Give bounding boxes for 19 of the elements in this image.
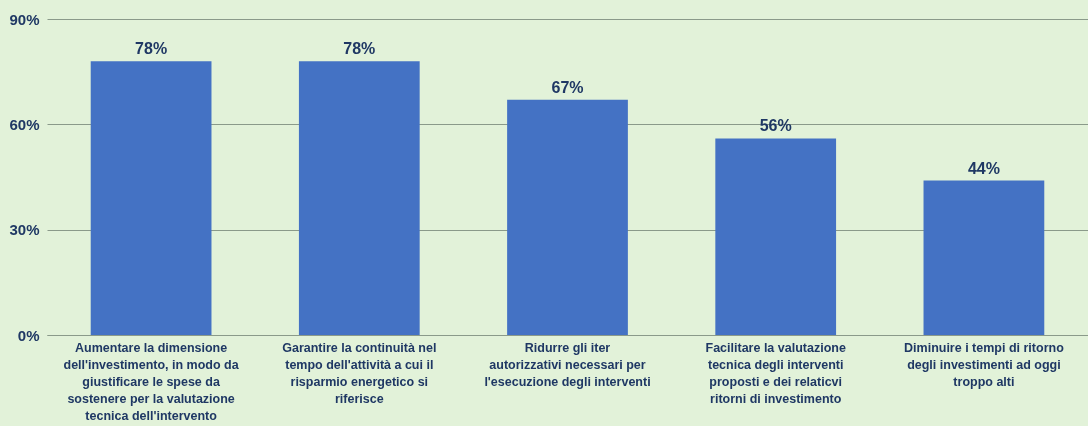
y-tick-label: 60% [9, 115, 40, 133]
y-tick-label: 0% [17, 326, 40, 344]
bar [715, 138, 837, 335]
bar [923, 180, 1045, 335]
x-tick-label: Garantire la continuità nel tempo dell'attività a cui il risparmio energetico si riferisce [282, 340, 437, 406]
y-tick-label: 90% [9, 10, 40, 28]
x-tick-label: Facilitare la valutazione tecnica degli interventi proposti e dei relaticvi ritorni di investimento [705, 340, 846, 406]
x-tick-label: Diminuire i tempi di ritorno degli investimenti ad oggi troppo alti [904, 340, 1065, 389]
data-label: 44% [967, 159, 1000, 177]
bar [90, 61, 212, 335]
data-label: 78% [343, 40, 376, 58]
data-label: 67% [551, 78, 584, 96]
data-label: 78% [135, 40, 168, 58]
x-tick-label: Aumentare la dimensione dell'investimento, in modo da giustificare le spese da sostenere per la valutazione tecnica dell'intervento [63, 340, 240, 423]
bar [507, 99, 628, 335]
x-tick-label: Ridurre gli iter autorizzativi necessari per l'esecuzione degli interventi [484, 340, 651, 389]
y-tick-label: 30% [9, 221, 40, 239]
bar [298, 61, 420, 335]
data-label: 56% [759, 117, 792, 135]
